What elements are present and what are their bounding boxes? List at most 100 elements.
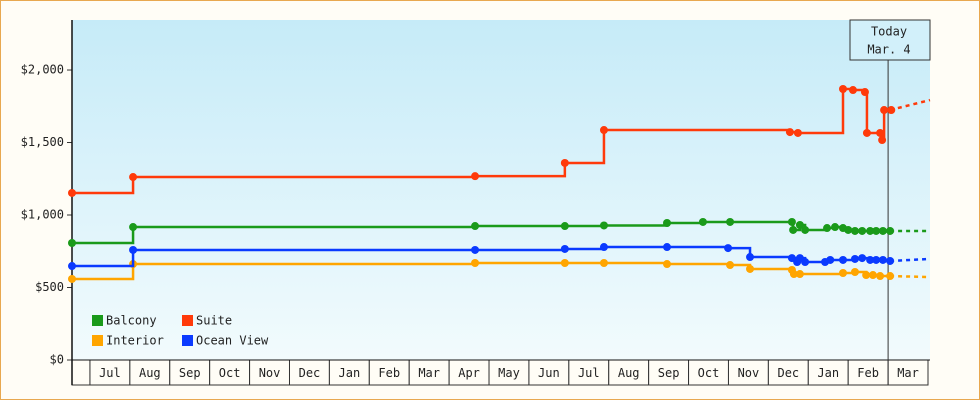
x-tick-label: Jun xyxy=(538,366,560,380)
x-tick-label: Aug xyxy=(139,366,161,380)
price-point xyxy=(599,259,608,268)
legend-swatch xyxy=(92,335,103,346)
price-point xyxy=(801,225,810,234)
y-tick-label: $1,500 xyxy=(21,135,64,149)
price-point xyxy=(831,223,840,232)
plot-area xyxy=(72,20,930,360)
today-date: Mar. 4 xyxy=(867,43,910,57)
x-tick-cell xyxy=(528,359,570,386)
price-point xyxy=(878,136,887,145)
price-point xyxy=(844,225,853,234)
price-point xyxy=(560,244,569,253)
price-point xyxy=(848,86,857,95)
price-point xyxy=(663,243,672,252)
price-point xyxy=(68,274,76,283)
x-tick-label: Feb xyxy=(857,366,879,380)
price-point xyxy=(872,226,881,235)
legend-swatch xyxy=(182,315,193,326)
price-point xyxy=(129,223,138,232)
price-point xyxy=(839,255,848,264)
price-point xyxy=(878,226,887,235)
legend-swatch xyxy=(92,315,103,326)
price-point xyxy=(868,271,877,280)
legend-label: Suite xyxy=(196,314,232,328)
x-tick-cell xyxy=(767,359,809,386)
x-tick-label: Aug xyxy=(618,366,640,380)
legend-label: Interior xyxy=(106,334,164,348)
price-point xyxy=(663,260,672,269)
x-tick-cell xyxy=(807,359,849,386)
price-point xyxy=(839,269,848,278)
x-tick-cell xyxy=(727,359,769,386)
x-tick-label: Dec xyxy=(777,366,799,380)
price-point xyxy=(872,255,881,264)
price-point xyxy=(850,267,859,276)
today-label: Today xyxy=(871,25,907,39)
price-point xyxy=(826,255,835,264)
price-point xyxy=(795,270,804,279)
x-tick-cell xyxy=(648,359,690,386)
price-point xyxy=(560,158,569,167)
price-point xyxy=(599,221,608,230)
x-tick-label: May xyxy=(498,366,520,380)
price-point xyxy=(789,225,798,234)
price-point xyxy=(129,245,138,254)
price-point xyxy=(886,272,895,281)
price-point xyxy=(68,262,76,271)
legend-label: Ocean View xyxy=(196,334,269,348)
price-point xyxy=(68,238,76,247)
price-point xyxy=(862,271,871,280)
price-point xyxy=(862,128,871,137)
x-tick-label: Apr xyxy=(458,366,480,380)
price-point xyxy=(886,256,895,265)
price-point xyxy=(866,226,875,235)
x-tick-label: Jan xyxy=(817,366,839,380)
price-point xyxy=(886,226,895,235)
price-point xyxy=(789,270,798,279)
price-point xyxy=(880,106,889,115)
today-box xyxy=(849,19,931,61)
price-point xyxy=(795,221,804,230)
price-point xyxy=(839,85,848,94)
price-point xyxy=(887,106,896,115)
price-point xyxy=(801,257,810,266)
price-point xyxy=(726,217,735,226)
x-tick-label: Nov xyxy=(738,366,760,380)
price-point xyxy=(746,264,755,273)
price-point xyxy=(471,172,480,181)
price-point xyxy=(68,188,76,197)
forecast-line xyxy=(889,98,931,112)
price-point xyxy=(787,217,796,226)
price-point xyxy=(878,255,887,264)
price-point xyxy=(471,259,480,268)
price-point xyxy=(858,226,867,235)
x-tick-cell xyxy=(887,359,929,386)
y-tick-label: $2,000 xyxy=(21,63,64,77)
x-cell xyxy=(71,359,91,386)
price-point xyxy=(858,254,867,263)
price-point xyxy=(726,261,735,270)
x-tick-label: Mar xyxy=(418,366,440,380)
price-point xyxy=(599,126,608,135)
price-point xyxy=(850,254,859,263)
price-point xyxy=(793,128,802,137)
price-point xyxy=(866,255,875,264)
price-point xyxy=(471,222,480,231)
price-point xyxy=(129,173,138,182)
x-tick-label: Sep xyxy=(179,366,201,380)
x-tick-label: Sep xyxy=(658,366,680,380)
price-point xyxy=(860,88,869,97)
price-point xyxy=(560,259,569,268)
x-tick-label: Nov xyxy=(259,366,281,380)
legend-swatch xyxy=(182,335,193,346)
x-tick-label: Feb xyxy=(378,366,400,380)
price-point xyxy=(599,243,608,252)
price-point xyxy=(698,217,707,226)
forecast-line xyxy=(890,257,931,263)
y-tick-label: $500 xyxy=(35,280,64,294)
price-point xyxy=(876,128,885,137)
x-tick-label: Jan xyxy=(339,366,361,380)
y-tick-label: $0 xyxy=(50,353,64,367)
x-tick-cell xyxy=(368,359,410,386)
